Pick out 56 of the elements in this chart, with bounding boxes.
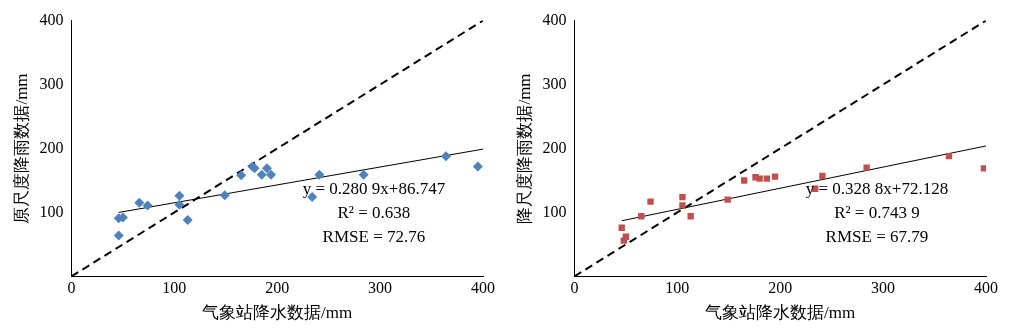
y-tick-label: 100 [39, 202, 64, 220]
x-tick-label: 400 [974, 279, 998, 297]
point [314, 169, 325, 180]
y-axis-title: 降尺度降雨数据/mm [514, 73, 534, 224]
x-tick-label: 100 [665, 279, 690, 297]
point [358, 169, 369, 180]
annotation: R² = 0.743 9 [834, 203, 920, 223]
x-tick-label: 300 [871, 279, 896, 297]
y-tick-label: 200 [39, 138, 64, 156]
point [174, 199, 185, 210]
x-tick-label: 200 [768, 279, 793, 297]
point [687, 213, 694, 220]
y-tick-label: 400 [39, 10, 64, 28]
point [679, 202, 686, 209]
point [620, 237, 627, 244]
x-axis-title: 气象站降水数据/mm [202, 303, 353, 323]
annotation: RMSE = 67.79 [825, 227, 929, 247]
point [174, 190, 185, 201]
point [256, 169, 267, 180]
point [236, 170, 247, 181]
point [724, 196, 731, 203]
y-tick-label: 100 [542, 202, 567, 220]
y-axis-title: 原尺度降雨数据/mm [11, 73, 31, 224]
point [771, 173, 779, 180]
y-tick-label: 300 [39, 74, 64, 92]
annotation: y = 0.280 9x+86.747 [302, 178, 446, 198]
annotation: y = 0.328 8x+72.128 [805, 178, 949, 198]
x-tick-label: 0 [67, 279, 76, 297]
x-tick-label: 300 [368, 279, 393, 297]
point [741, 177, 748, 184]
point [472, 161, 483, 172]
annotation: RMSE = 72.76 [322, 227, 426, 247]
point [113, 230, 124, 241]
annotation: R² = 0.638 [337, 203, 411, 223]
point [763, 175, 771, 182]
y-tick-label: 200 [542, 138, 567, 156]
point [261, 163, 272, 174]
point [819, 172, 826, 180]
y-tick-label: 400 [542, 10, 567, 28]
x-tick-label: 0 [570, 279, 579, 297]
point [219, 190, 230, 201]
point [440, 151, 451, 162]
point [679, 193, 686, 201]
point [134, 197, 145, 208]
point [266, 169, 277, 180]
point [980, 165, 986, 172]
x-tick-label: 400 [471, 279, 495, 297]
point [863, 164, 870, 171]
x-axis-title: 气象站降水数据/mm [705, 303, 856, 323]
y-tick-label: 300 [542, 74, 567, 92]
point [182, 215, 193, 226]
point [142, 200, 153, 211]
x-tick-label: 200 [265, 279, 290, 297]
point [756, 175, 763, 182]
x-tick-label: 100 [162, 279, 187, 297]
point [647, 198, 654, 205]
